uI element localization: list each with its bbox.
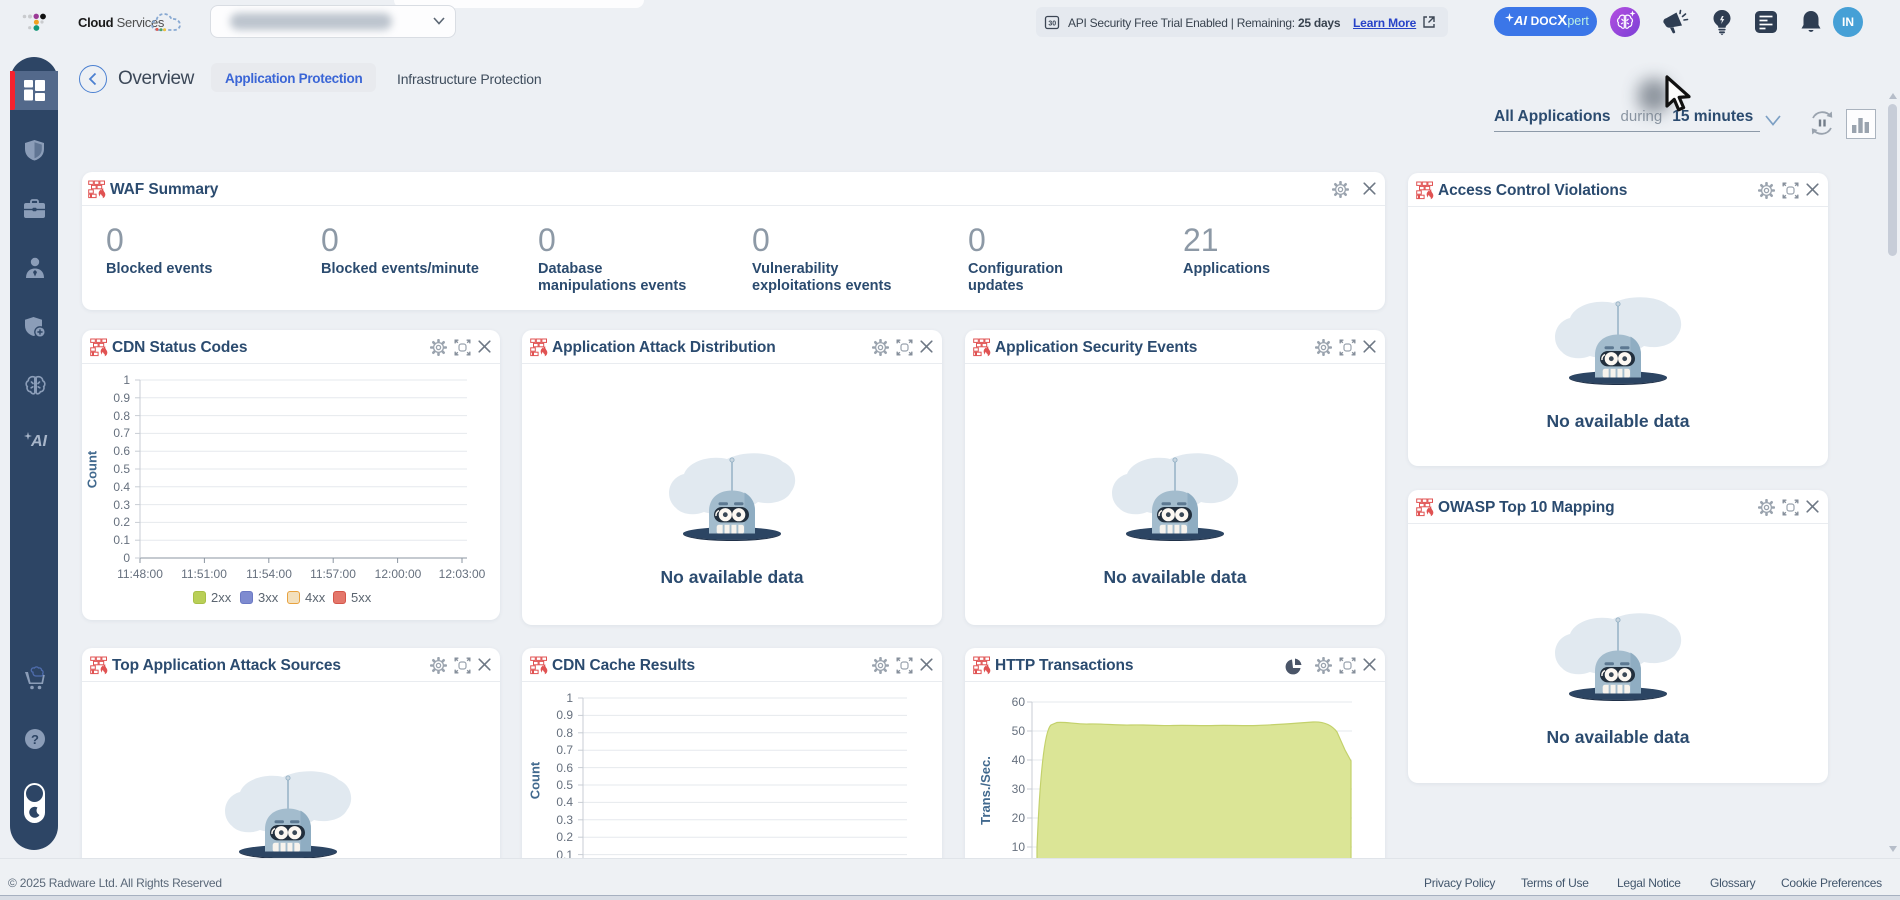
- svg-text:30: 30: [1048, 21, 1056, 28]
- svg-text:?: ?: [31, 732, 39, 747]
